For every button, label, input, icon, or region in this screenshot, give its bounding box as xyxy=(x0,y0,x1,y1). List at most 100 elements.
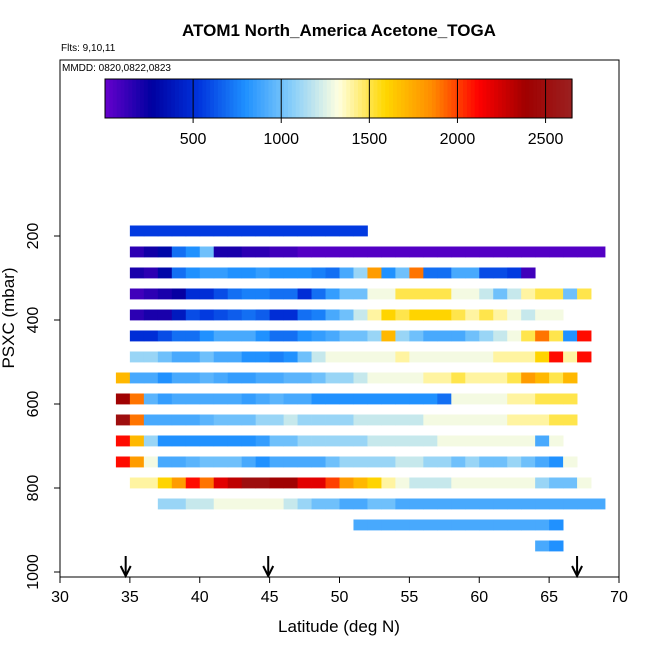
flights-annotation: Flts: 9,10,11 xyxy=(61,43,116,54)
heatmap-cell xyxy=(199,456,215,468)
heatmap-cell xyxy=(255,351,271,363)
heatmap-cell xyxy=(381,414,396,426)
heatmap-cell xyxy=(297,456,312,468)
heatmap-cell xyxy=(241,225,257,237)
colorbar-segment xyxy=(241,79,246,118)
heatmap-cell xyxy=(213,330,229,342)
colorbar-segment xyxy=(124,79,129,118)
heatmap-cell xyxy=(395,372,410,384)
heatmap-cell xyxy=(507,246,522,258)
flight-arrow xyxy=(571,556,583,579)
colorbar: 500 1000 1500 2000 2500 xyxy=(104,78,573,148)
heatmap-cell xyxy=(549,246,564,258)
heatmap-cell xyxy=(507,498,522,510)
heatmap-cell xyxy=(339,435,354,447)
heatmap-cell xyxy=(493,288,508,300)
heatmap-cell xyxy=(381,351,396,363)
colorbar-segment xyxy=(389,79,394,118)
heatmap-cell xyxy=(409,330,424,342)
heatmap-cell xyxy=(185,372,201,384)
heatmap-cell xyxy=(409,351,424,363)
heatmap-cell xyxy=(535,393,550,405)
heatmap-cell xyxy=(423,246,438,258)
heatmap-cell xyxy=(339,351,354,363)
heatmap-cell xyxy=(115,456,131,468)
colorbar-segment xyxy=(377,79,382,118)
colorbar-segment xyxy=(268,79,273,118)
heatmap-cell xyxy=(549,330,564,342)
heatmap-cell xyxy=(493,414,508,426)
heatmap-cell xyxy=(535,309,550,321)
heatmap-cell xyxy=(185,477,201,489)
heatmap-cell xyxy=(465,288,480,300)
colorbar-segment xyxy=(443,79,449,118)
heatmap-cell xyxy=(479,330,494,342)
heatmap-cell xyxy=(367,330,382,342)
colorbar-segment xyxy=(365,79,371,118)
heatmap-cell xyxy=(465,330,480,342)
y-tick-label: 1000 xyxy=(25,554,42,590)
heatmap-cell xyxy=(353,498,368,510)
heatmap-cell xyxy=(493,351,508,363)
x-axis: 30 35 40 45 50 55 60 65 70 xyxy=(51,577,628,606)
colorbar-tick-label: 2000 xyxy=(440,131,476,148)
heatmap-cell xyxy=(269,435,284,447)
colorbar-segment xyxy=(256,79,262,118)
heatmap-cell xyxy=(311,456,326,468)
colorbar-segment xyxy=(287,79,293,118)
heatmap-cell xyxy=(395,309,410,321)
heatmap-cell xyxy=(353,456,368,468)
heatmap-cell xyxy=(521,519,536,531)
x-tick-label: 50 xyxy=(331,589,349,606)
heatmap-cell xyxy=(535,540,550,552)
heatmap-cell xyxy=(423,435,438,447)
heatmap-cell xyxy=(563,246,578,258)
heatmap-cell xyxy=(255,225,271,237)
heatmap-cell xyxy=(409,498,424,510)
heatmap-cell xyxy=(311,246,326,258)
heatmap-cell xyxy=(577,288,592,300)
heatmap-cell xyxy=(451,456,466,468)
heatmap-cell xyxy=(143,393,159,405)
heatmap-cell xyxy=(171,246,187,258)
heatmap-cell xyxy=(353,225,368,237)
heatmap-cell xyxy=(297,330,312,342)
heatmap-cell xyxy=(129,456,145,468)
heatmap-cell xyxy=(549,519,564,531)
heatmap-cell xyxy=(283,351,298,363)
heatmap-cell xyxy=(213,309,229,321)
heatmap-cell xyxy=(241,435,257,447)
heatmap-cell xyxy=(437,267,452,279)
heatmap-cell xyxy=(437,435,452,447)
heatmap-cell xyxy=(283,435,298,447)
heatmap-cell xyxy=(535,351,550,363)
heatmap-cell xyxy=(549,540,564,552)
heatmap-cell xyxy=(563,330,578,342)
heatmap-cell xyxy=(521,414,536,426)
colorbar-segment xyxy=(548,79,554,118)
heatmap-cell xyxy=(549,456,564,468)
heatmap-cell xyxy=(409,309,424,321)
colorbar-segment xyxy=(416,79,421,118)
heatmap-cell xyxy=(311,288,326,300)
heatmap-cell xyxy=(465,267,480,279)
heatmap-cell xyxy=(143,477,159,489)
heatmap-cell xyxy=(451,477,466,489)
heatmap-cell xyxy=(465,246,480,258)
colorbar-segment xyxy=(276,79,281,118)
heatmap-cell xyxy=(157,309,173,321)
heatmap-cell xyxy=(353,267,368,279)
heatmap-cell xyxy=(493,246,508,258)
colorbar-segment xyxy=(517,79,523,118)
heatmap-cell xyxy=(171,267,187,279)
colorbar-segment xyxy=(132,79,137,118)
heatmap-cell xyxy=(549,435,564,447)
colorbar-segment xyxy=(175,79,180,118)
heatmap-cell xyxy=(143,309,159,321)
heatmap-cells xyxy=(115,225,606,552)
heatmap-cell xyxy=(227,330,243,342)
heatmap-cell xyxy=(367,309,382,321)
heatmap-cell xyxy=(241,498,257,510)
heatmap-cell xyxy=(549,372,564,384)
colorbar-segment xyxy=(229,79,235,118)
